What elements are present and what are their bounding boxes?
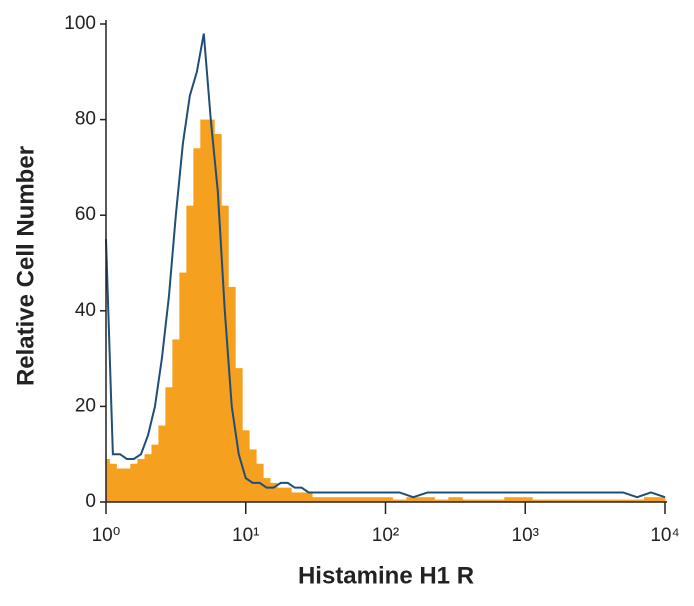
x-tick-label: 10¹ bbox=[232, 525, 259, 546]
histogram-bar bbox=[588, 499, 603, 502]
x-axis-title: Histamine H1 R bbox=[298, 562, 474, 589]
histogram-bar bbox=[420, 497, 435, 502]
histogram-bar bbox=[172, 339, 180, 502]
histogram-bar bbox=[336, 497, 351, 502]
histogram-bar bbox=[448, 497, 463, 502]
y-tick-label: 40 bbox=[75, 300, 96, 321]
histogram-bar bbox=[158, 425, 166, 502]
histogram-bar bbox=[644, 497, 659, 502]
histogram-bar bbox=[123, 468, 131, 502]
histogram-bar bbox=[434, 499, 449, 502]
histogram-bar bbox=[109, 463, 117, 502]
x-tick-label: 10² bbox=[372, 525, 399, 546]
y-tick-label: 80 bbox=[75, 109, 96, 130]
histogram-bar bbox=[312, 497, 323, 502]
y-axis-title: Relative Cell Number bbox=[12, 146, 39, 386]
histogram-bar bbox=[144, 454, 152, 502]
y-tick-label: 60 bbox=[75, 204, 96, 225]
y-tick-label: 100 bbox=[64, 13, 96, 34]
y-tick-label: 20 bbox=[75, 395, 96, 416]
histogram-bar bbox=[392, 499, 407, 502]
histogram-bar bbox=[322, 497, 337, 502]
histogram-bar bbox=[364, 497, 379, 502]
histogram-bar bbox=[200, 119, 208, 502]
histogram-bar bbox=[298, 492, 306, 502]
histogram-bar bbox=[137, 458, 145, 502]
histogram-bar bbox=[532, 499, 547, 502]
histogram-bar bbox=[193, 148, 201, 502]
histogram-bar bbox=[130, 463, 138, 502]
histogram-bar bbox=[228, 286, 236, 502]
histogram-bar bbox=[658, 497, 666, 502]
histogram-bar bbox=[151, 444, 159, 502]
histogram-bar bbox=[291, 492, 299, 502]
histogram-bar bbox=[574, 499, 589, 502]
histogram-bar bbox=[504, 497, 519, 502]
histogram-bar bbox=[305, 492, 313, 502]
histogram-bar bbox=[179, 272, 187, 502]
histogram-bar bbox=[630, 499, 645, 502]
histogram-bar bbox=[165, 387, 173, 502]
histogram-bar bbox=[242, 430, 250, 502]
histogram-bar bbox=[106, 458, 110, 502]
x-tick-label: 10⁰ bbox=[92, 525, 121, 546]
x-tick-label: 10⁴ bbox=[650, 525, 679, 546]
histogram-bar bbox=[249, 449, 257, 502]
histogram-bar bbox=[263, 478, 271, 502]
histogram-outline bbox=[105, 33, 666, 499]
histogram-bar bbox=[560, 499, 575, 502]
histogram-bar bbox=[462, 499, 477, 502]
histogram-bar bbox=[476, 499, 491, 502]
histogram-bar bbox=[518, 497, 533, 502]
histogram-bar bbox=[235, 368, 243, 502]
histogram-bar bbox=[270, 482, 278, 502]
histogram-bar bbox=[406, 497, 421, 502]
x-tick-label: 10³ bbox=[512, 525, 539, 546]
histogram-bar bbox=[284, 487, 292, 502]
histogram-bar bbox=[616, 499, 631, 502]
histogram-bar bbox=[186, 205, 194, 502]
histogram-bar bbox=[602, 499, 617, 502]
histogram-bar bbox=[546, 499, 561, 502]
histogram-bar bbox=[207, 119, 215, 502]
histogram-bar bbox=[277, 487, 285, 502]
histogram-bar bbox=[378, 497, 393, 502]
y-tick-label: 0 bbox=[85, 491, 96, 512]
histogram-bar bbox=[214, 133, 222, 502]
histogram-bar bbox=[490, 499, 505, 502]
histogram-bar bbox=[350, 497, 365, 502]
histogram-bar bbox=[221, 205, 229, 502]
histogram-bar bbox=[116, 468, 124, 502]
